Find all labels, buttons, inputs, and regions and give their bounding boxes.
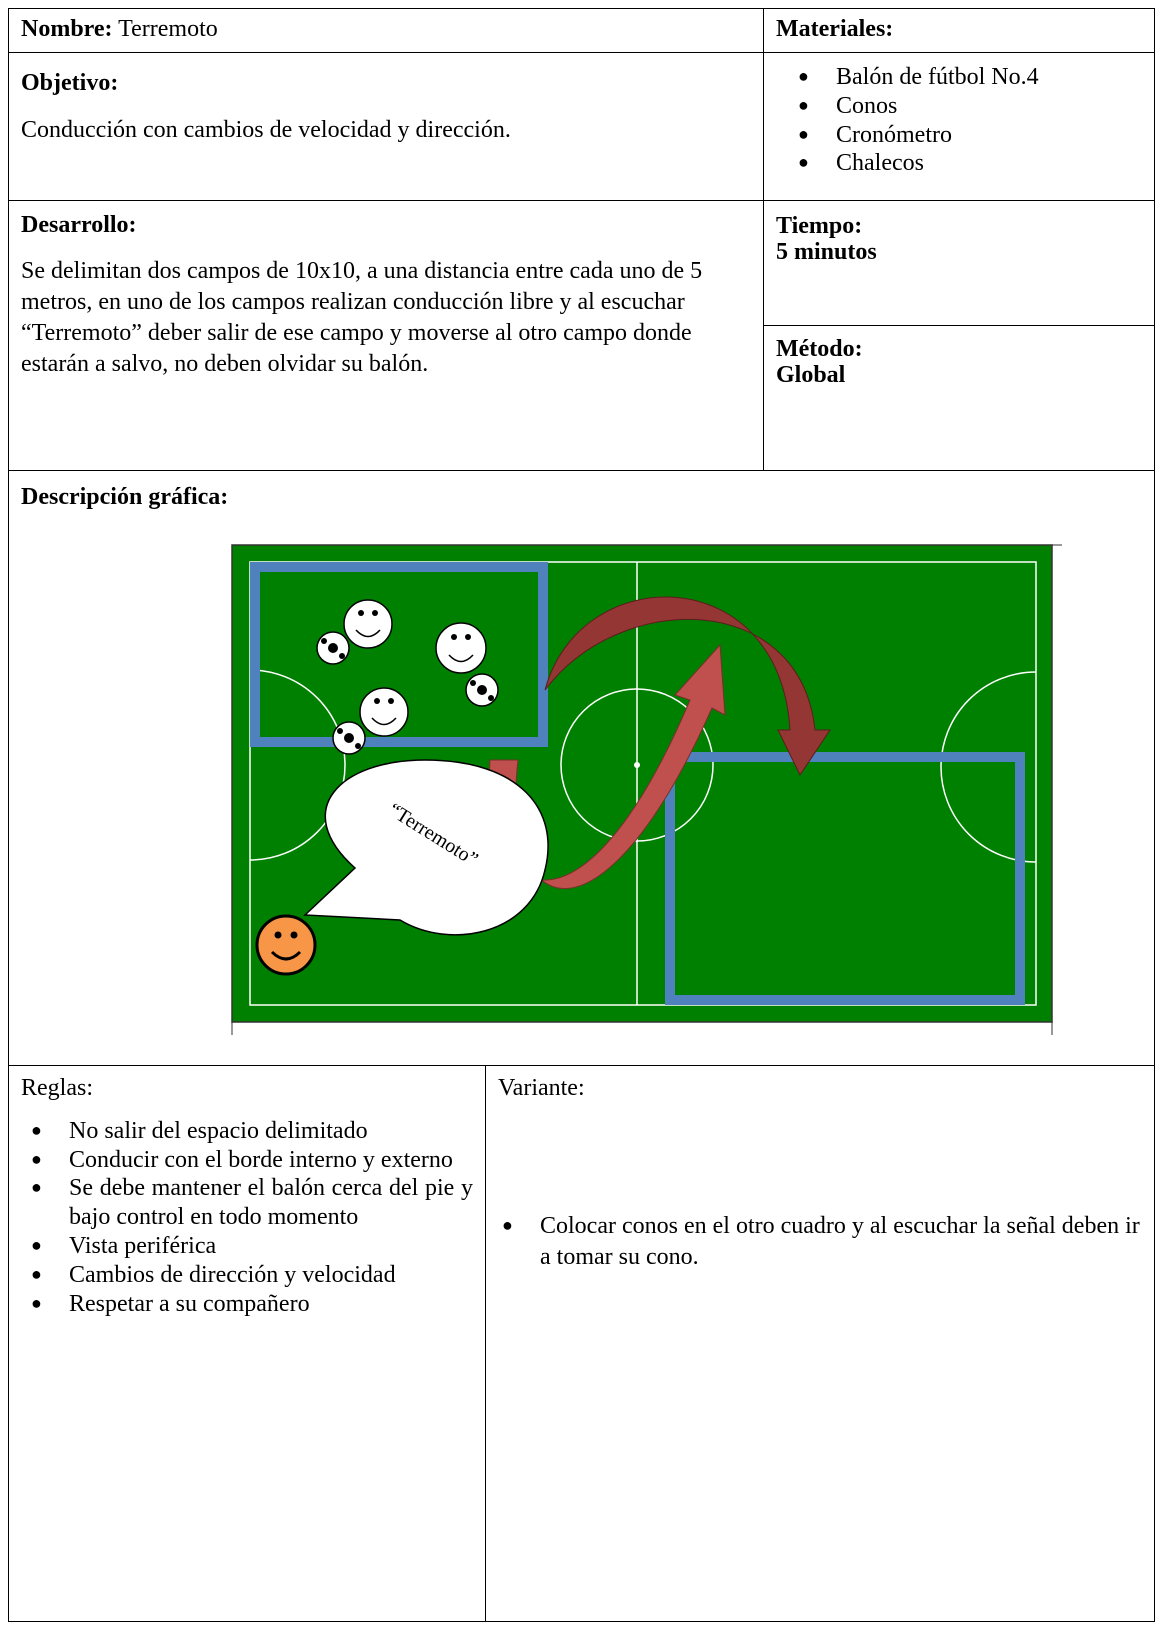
list-item: Cambios de dirección y velocidad [31, 1261, 473, 1290]
label: Método: [776, 336, 863, 362]
tiempo-cell: Tiempo: 5 minutos [763, 200, 1155, 326]
text: Conducción con cambios de velocidad y di… [21, 116, 511, 143]
label: Nombre: [21, 16, 113, 42]
text: Se delimitan dos campos de 10x10, a una … [21, 257, 703, 378]
list-item: Balón de fútbol No.4 [798, 63, 1142, 92]
list-item: Conducir con el borde interno y externo [31, 1146, 473, 1175]
objetivo-cell: Objetivo: Conducción con cambios de veloc… [8, 52, 764, 201]
value: 5 minutos [776, 239, 877, 266]
label: Materiales: [776, 16, 894, 42]
list-item: No salir del espacio delimitado [31, 1117, 473, 1146]
label: Objetivo: [21, 70, 119, 96]
value: Global [776, 362, 846, 389]
reglas-cell: Reglas: No salir del espacio delimitado … [8, 1065, 486, 1622]
label: Variante: [498, 1075, 585, 1101]
list-item: Se debe mantener el balón cerca del pie … [31, 1174, 473, 1232]
list-item: Cronómetro [798, 121, 1142, 150]
list-item: Vista periférica [31, 1232, 473, 1261]
materiales-cell: Materiales: [763, 8, 1155, 53]
value: Terremoto [118, 16, 218, 42]
list-item: Colocar conos en el otro cuadro y al esc… [502, 1211, 1142, 1273]
label: Tiempo: [776, 213, 863, 239]
list-item: Chalecos [798, 149, 1142, 178]
label: Reglas: [21, 1075, 93, 1101]
label: Descripción gráfica: [21, 484, 229, 510]
desarrollo-cell: Desarrollo: Se delimitan dos campos de 10… [8, 200, 764, 471]
list-item: Conos [798, 92, 1142, 121]
list-item: Respetar a su compañero [31, 1290, 473, 1319]
variante-cell: Variante: Colocar conos en el otro cuadr… [485, 1065, 1155, 1622]
label: Desarrollo: [21, 212, 137, 238]
